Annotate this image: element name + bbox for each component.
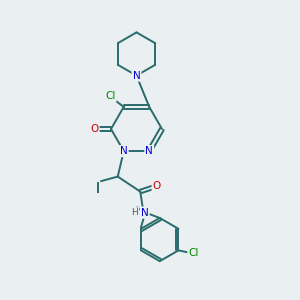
Text: Cl: Cl <box>105 92 116 101</box>
Text: O: O <box>153 181 161 190</box>
Text: N: N <box>133 70 140 81</box>
Text: N: N <box>141 208 148 218</box>
Text: N: N <box>146 146 153 156</box>
Text: H: H <box>131 208 138 217</box>
Text: O: O <box>90 124 99 134</box>
Text: N: N <box>120 146 127 156</box>
Text: Cl: Cl <box>188 248 199 258</box>
